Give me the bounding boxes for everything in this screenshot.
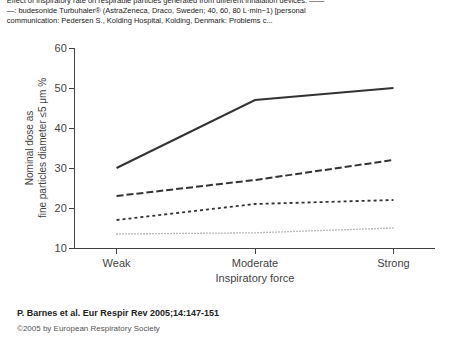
- svg-text:40: 40: [55, 122, 67, 134]
- svg-text:Effect of inspiratory rate on: Effect of inspiratory rate on respirable…: [7, 0, 325, 25]
- svg-text:30: 30: [55, 162, 67, 174]
- svg-text:20: 20: [55, 202, 67, 214]
- svg-text:Moderate: Moderate: [232, 257, 278, 269]
- svg-text:Weak: Weak: [103, 257, 131, 269]
- svg-text:Inspiratory force: Inspiratory force: [216, 272, 295, 284]
- svg-text:P. Barnes et al. Eur Respir Re: P. Barnes et al. Eur Respir Rev 2005;14:…: [17, 308, 219, 318]
- svg-text:10: 10: [55, 242, 67, 254]
- svg-text:50: 50: [55, 82, 67, 94]
- svg-text:60: 60: [55, 42, 67, 54]
- svg-text:Strong: Strong: [377, 257, 409, 269]
- svg-text:©2005 by European Respiratory: ©2005 by European Respiratory Society: [17, 324, 160, 333]
- svg-text:Nominal dose asfine particles: Nominal dose asfine particles diameter ≤…: [24, 78, 48, 218]
